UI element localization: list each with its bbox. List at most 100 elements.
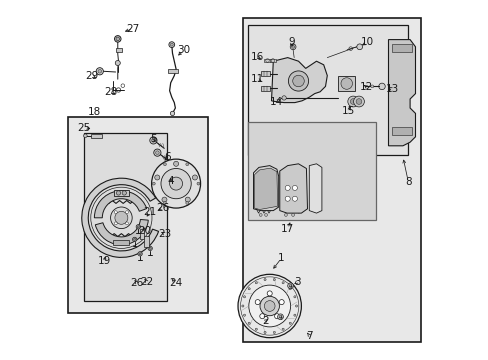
Circle shape bbox=[282, 328, 284, 330]
Circle shape bbox=[151, 159, 200, 208]
Circle shape bbox=[114, 36, 121, 42]
Circle shape bbox=[161, 168, 191, 199]
Circle shape bbox=[247, 322, 250, 324]
Circle shape bbox=[153, 149, 161, 156]
Circle shape bbox=[289, 44, 295, 50]
Circle shape bbox=[288, 322, 291, 324]
Bar bbox=[247, 122, 375, 220]
Circle shape bbox=[293, 314, 295, 316]
Circle shape bbox=[149, 247, 151, 249]
Circle shape bbox=[173, 161, 178, 166]
Circle shape bbox=[255, 300, 260, 305]
Circle shape bbox=[292, 196, 297, 201]
Circle shape bbox=[264, 331, 265, 333]
Text: 29: 29 bbox=[85, 71, 98, 81]
Text: 18: 18 bbox=[87, 107, 101, 117]
Circle shape bbox=[292, 75, 304, 87]
Text: 11: 11 bbox=[250, 74, 263, 84]
Text: 9: 9 bbox=[288, 37, 295, 48]
Text: 16: 16 bbox=[250, 52, 263, 62]
Polygon shape bbox=[279, 164, 307, 213]
Circle shape bbox=[255, 328, 257, 330]
Circle shape bbox=[378, 83, 385, 90]
Bar bbox=[391, 127, 411, 135]
Circle shape bbox=[98, 69, 102, 73]
Bar bbox=[116, 48, 122, 52]
Circle shape bbox=[349, 99, 355, 104]
Text: 10: 10 bbox=[360, 37, 373, 48]
Polygon shape bbox=[254, 168, 277, 210]
Polygon shape bbox=[309, 164, 321, 213]
Text: 14: 14 bbox=[270, 96, 283, 107]
Text: 4: 4 bbox=[167, 176, 174, 186]
Circle shape bbox=[169, 177, 182, 190]
Circle shape bbox=[277, 314, 283, 320]
Circle shape bbox=[114, 211, 117, 213]
Circle shape bbox=[291, 45, 294, 48]
Circle shape bbox=[115, 60, 120, 66]
Circle shape bbox=[148, 246, 152, 251]
Text: 20: 20 bbox=[138, 226, 151, 236]
Bar bbox=[140, 229, 144, 239]
Circle shape bbox=[83, 134, 87, 138]
Text: 13: 13 bbox=[385, 84, 398, 94]
Circle shape bbox=[168, 42, 174, 48]
Bar bbox=[113, 240, 129, 245]
Circle shape bbox=[122, 191, 126, 195]
Circle shape bbox=[115, 211, 127, 224]
Polygon shape bbox=[253, 166, 278, 211]
Circle shape bbox=[260, 296, 279, 316]
Circle shape bbox=[139, 253, 141, 255]
Circle shape bbox=[279, 300, 284, 305]
Text: 3: 3 bbox=[294, 276, 301, 287]
Circle shape bbox=[285, 185, 289, 190]
Bar bbox=[260, 86, 269, 91]
Bar bbox=[91, 134, 102, 138]
Circle shape bbox=[116, 191, 121, 195]
Circle shape bbox=[132, 237, 137, 242]
Circle shape bbox=[282, 96, 285, 100]
Circle shape bbox=[285, 196, 289, 201]
Wedge shape bbox=[95, 220, 148, 245]
Circle shape bbox=[137, 226, 139, 228]
Circle shape bbox=[295, 305, 297, 307]
Circle shape bbox=[162, 197, 166, 202]
Circle shape bbox=[125, 222, 128, 225]
Circle shape bbox=[288, 71, 308, 91]
Text: 26: 26 bbox=[156, 203, 169, 213]
Circle shape bbox=[238, 274, 301, 338]
Bar bbox=[68, 117, 208, 313]
Circle shape bbox=[293, 296, 295, 298]
Circle shape bbox=[170, 111, 174, 116]
Circle shape bbox=[133, 238, 136, 240]
Circle shape bbox=[185, 202, 188, 204]
Text: 21: 21 bbox=[143, 207, 156, 217]
Circle shape bbox=[116, 37, 120, 41]
Circle shape bbox=[243, 314, 245, 316]
Text: 15: 15 bbox=[342, 106, 355, 116]
Bar bbox=[260, 71, 269, 76]
Text: 26: 26 bbox=[130, 278, 143, 288]
Circle shape bbox=[340, 78, 352, 89]
Circle shape bbox=[151, 139, 155, 142]
Text: 12: 12 bbox=[360, 82, 373, 92]
Circle shape bbox=[347, 96, 358, 107]
Circle shape bbox=[273, 331, 275, 333]
Circle shape bbox=[110, 207, 132, 229]
Text: 7: 7 bbox=[305, 330, 312, 341]
Circle shape bbox=[125, 211, 128, 213]
Circle shape bbox=[355, 99, 361, 104]
Text: 22: 22 bbox=[140, 276, 153, 287]
Circle shape bbox=[259, 314, 264, 319]
Circle shape bbox=[96, 68, 103, 75]
Circle shape bbox=[114, 222, 117, 225]
Circle shape bbox=[192, 175, 197, 180]
Bar bbox=[269, 59, 276, 62]
Circle shape bbox=[255, 282, 257, 284]
Circle shape bbox=[264, 279, 265, 281]
Circle shape bbox=[163, 202, 166, 204]
Circle shape bbox=[266, 291, 272, 296]
Circle shape bbox=[185, 163, 188, 166]
Bar bbox=[337, 76, 355, 91]
Text: 28: 28 bbox=[104, 87, 118, 97]
